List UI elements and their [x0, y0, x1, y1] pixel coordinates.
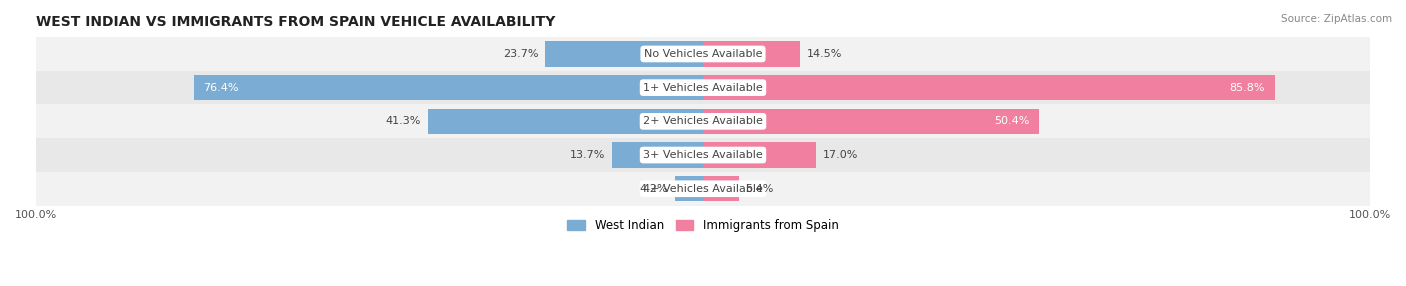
Text: 14.5%: 14.5% — [807, 49, 842, 59]
Bar — [703, 142, 817, 168]
Bar — [675, 176, 703, 201]
Text: 41.3%: 41.3% — [385, 116, 420, 126]
Text: 23.7%: 23.7% — [503, 49, 538, 59]
Bar — [37, 138, 1369, 172]
Text: 1+ Vehicles Available: 1+ Vehicles Available — [643, 83, 763, 93]
Legend: West Indian, Immigrants from Spain: West Indian, Immigrants from Spain — [562, 214, 844, 237]
Text: No Vehicles Available: No Vehicles Available — [644, 49, 762, 59]
Text: 17.0%: 17.0% — [823, 150, 859, 160]
Bar — [703, 41, 800, 67]
Text: 5.4%: 5.4% — [745, 184, 775, 194]
Text: WEST INDIAN VS IMMIGRANTS FROM SPAIN VEHICLE AVAILABILITY: WEST INDIAN VS IMMIGRANTS FROM SPAIN VEH… — [37, 15, 555, 29]
Bar — [703, 176, 740, 201]
Text: 50.4%: 50.4% — [994, 116, 1029, 126]
Text: 3+ Vehicles Available: 3+ Vehicles Available — [643, 150, 763, 160]
Text: 4.2%: 4.2% — [640, 184, 668, 194]
Text: 85.8%: 85.8% — [1230, 83, 1265, 93]
Text: 4+ Vehicles Available: 4+ Vehicles Available — [643, 184, 763, 194]
Bar — [37, 37, 1369, 71]
Text: 2+ Vehicles Available: 2+ Vehicles Available — [643, 116, 763, 126]
Bar — [546, 41, 703, 67]
Bar — [703, 75, 1275, 100]
Bar — [37, 104, 1369, 138]
Text: 13.7%: 13.7% — [569, 150, 605, 160]
Bar — [427, 109, 703, 134]
Bar — [703, 109, 1039, 134]
Bar — [194, 75, 703, 100]
Text: 76.4%: 76.4% — [204, 83, 239, 93]
Bar — [37, 71, 1369, 104]
Text: Source: ZipAtlas.com: Source: ZipAtlas.com — [1281, 14, 1392, 24]
Bar — [612, 142, 703, 168]
Bar — [37, 172, 1369, 206]
